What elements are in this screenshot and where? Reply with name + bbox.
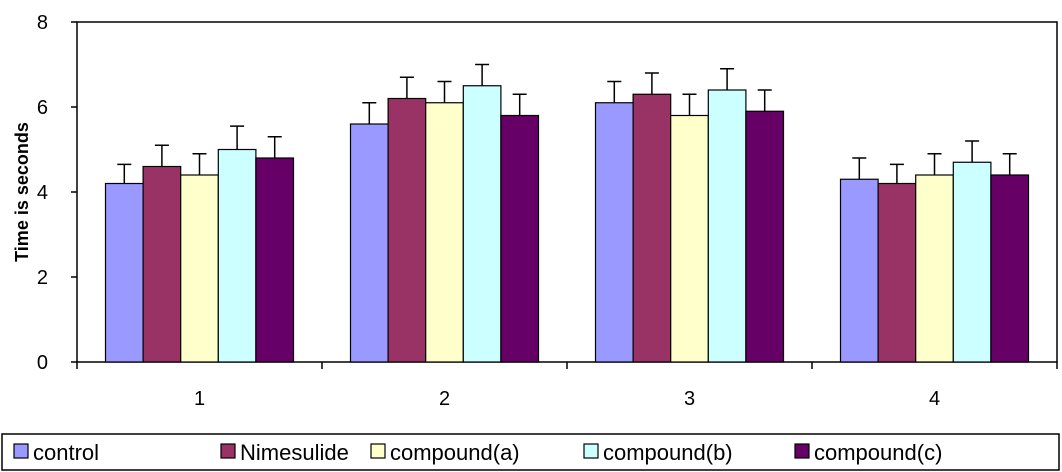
bar (387, 97, 427, 363)
bar (632, 93, 672, 363)
y-tick-label: 8 (37, 12, 48, 34)
legend-swatch (13, 443, 29, 459)
bar (707, 89, 747, 363)
y-tick-label: 6 (37, 97, 48, 119)
x-tick-label: 3 (684, 388, 695, 410)
bar (839, 178, 879, 363)
legend-swatch (220, 443, 236, 459)
legend-box (1, 433, 1060, 471)
bar (877, 182, 917, 363)
y-axis-title: Time is seconds (12, 122, 32, 262)
legend-label: control (33, 440, 99, 465)
x-tick-label: 4 (929, 388, 940, 410)
x-tick-label: 2 (439, 388, 450, 410)
legend-swatch (370, 443, 386, 459)
y-tick-label: 0 (37, 352, 48, 374)
bar (255, 157, 295, 363)
y-axis: 0 2 4 6 8 (37, 12, 77, 374)
legend-label: compound(c) (814, 440, 942, 465)
x-tick-label: 1 (194, 388, 205, 410)
y-tick-label: 4 (37, 182, 48, 204)
bar (915, 174, 954, 363)
bar (217, 148, 257, 363)
bar (462, 85, 502, 363)
legend-label: compound(a) (390, 440, 520, 465)
bar (104, 182, 144, 363)
bar (745, 110, 785, 363)
bar (594, 102, 634, 363)
bar (500, 114, 540, 363)
bar (990, 174, 1030, 363)
x-axis: 1 2 3 4 (76, 362, 1058, 410)
bar (952, 161, 992, 363)
y-tick-label: 2 (37, 267, 48, 289)
bar (425, 102, 464, 363)
legend-label: compound(b) (603, 440, 733, 465)
bar (180, 174, 219, 363)
bar (142, 165, 182, 363)
bar (670, 114, 709, 363)
bars (104, 63, 1030, 363)
legend: control Nimesulide compound(a) compound(b) c… (13, 440, 942, 465)
bar (349, 123, 389, 363)
legend-swatch (794, 443, 810, 459)
legend-label: Nimesulide (240, 440, 349, 465)
legend-swatch (583, 443, 599, 459)
